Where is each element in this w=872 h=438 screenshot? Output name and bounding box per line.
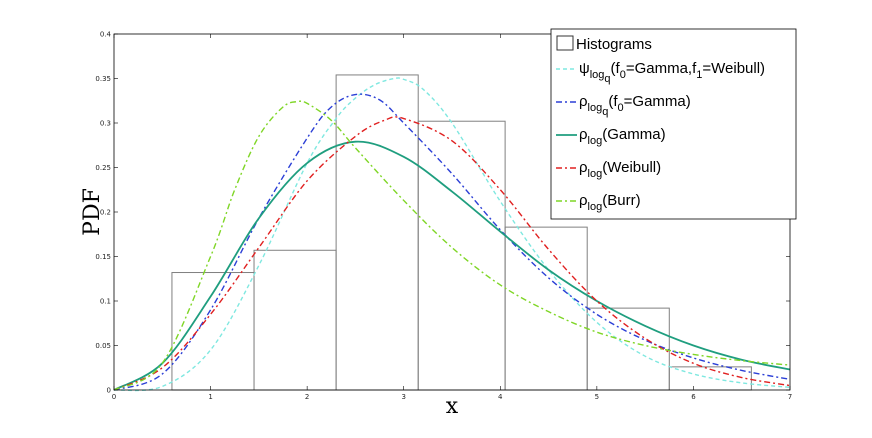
legend-box bbox=[550, 28, 797, 220]
histogram-bar bbox=[171, 272, 255, 391]
x-tick-label: 4 bbox=[498, 393, 503, 401]
legend-label: ψlogq(f0=Gamma,f1=Weibull) bbox=[579, 60, 765, 85]
x-tick-label: 7 bbox=[788, 393, 792, 401]
x-tick-label: 2 bbox=[305, 393, 309, 401]
x-tick-label: 3 bbox=[401, 393, 405, 401]
histogram-bar bbox=[335, 74, 419, 391]
y-tick-label: 0.35 bbox=[95, 75, 111, 83]
x-tick-label: 0 bbox=[112, 393, 116, 401]
series-line bbox=[113, 77, 791, 392]
y-tick-label: 0 bbox=[107, 387, 111, 395]
axis-ticks: 0 1 2 3 4 5 6 7 0 0.05 0.1 0.15 0.2 0.25 0.3 0.35 0.4 bbox=[95, 31, 792, 402]
x-tick-label: 5 bbox=[595, 393, 599, 401]
y-tick-label: 0.15 bbox=[95, 253, 111, 261]
legend-label: ρlog(Weibull) bbox=[579, 159, 661, 180]
pdf-curves bbox=[113, 77, 791, 392]
series-line bbox=[113, 116, 791, 391]
legend-label: ρlogq(f0=Gamma) bbox=[579, 93, 691, 118]
histogram-bar bbox=[504, 226, 588, 391]
x-tick-label: 1 bbox=[208, 393, 212, 401]
histogram-bar bbox=[417, 120, 506, 391]
y-tick-label: 0.3 bbox=[100, 120, 111, 128]
x-axis-label: x bbox=[446, 394, 459, 419]
y-tick-label: 0.25 bbox=[95, 164, 111, 172]
histogram-bar bbox=[586, 307, 670, 391]
x-tick-label: 6 bbox=[691, 393, 696, 401]
legend-swatch bbox=[556, 35, 574, 51]
legend-label: ρlog(Gamma) bbox=[579, 126, 666, 147]
series-line bbox=[113, 140, 791, 391]
legend-label: ρlog(Burr) bbox=[579, 192, 641, 213]
legend: Histograms ψlogq(f0=Gamma,f1=Weibull) ρlog… bbox=[550, 28, 797, 220]
y-tick-label: 0.4 bbox=[100, 31, 112, 39]
y-axis-label: PDF bbox=[80, 188, 105, 236]
histogram-bar bbox=[253, 249, 337, 391]
y-tick-label: 0.1 bbox=[100, 298, 111, 306]
legend-label: Histograms bbox=[576, 36, 652, 53]
y-tick-label: 0.05 bbox=[95, 342, 111, 350]
y-tick-label: 0.2 bbox=[100, 209, 111, 217]
